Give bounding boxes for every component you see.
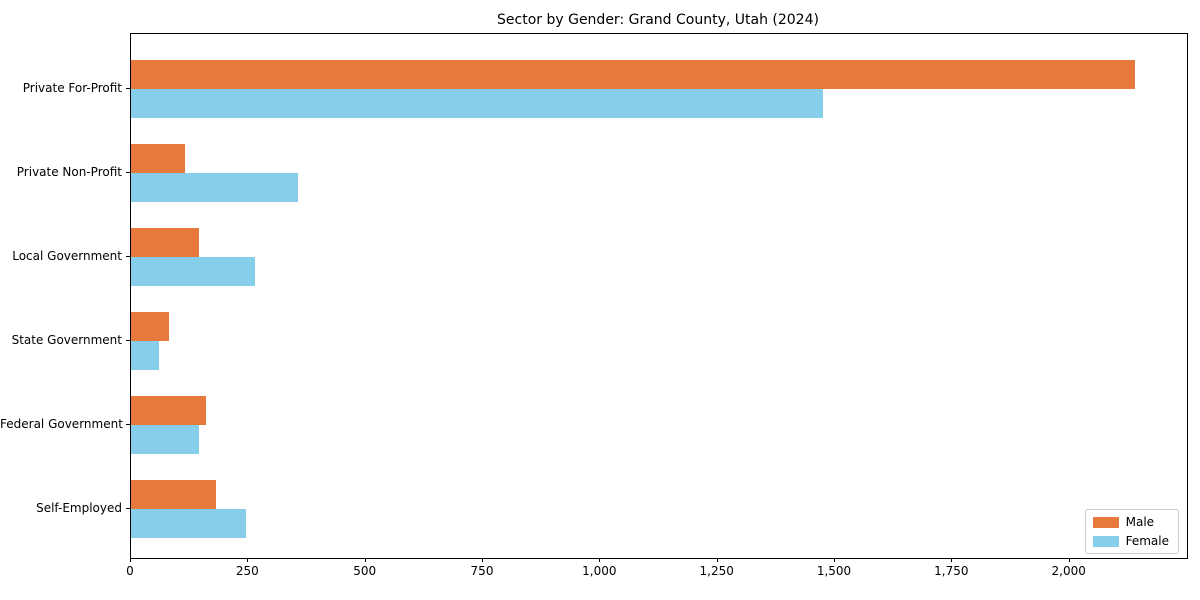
x-axis-tick: [951, 558, 953, 562]
x-tick-label-2-000: 2,000: [1051, 564, 1086, 578]
plot-area: Male Female: [130, 33, 1188, 559]
x-tick-label-250: 250: [235, 564, 259, 578]
x-axis-tick: [247, 558, 249, 562]
bar-female-private-non-profit: [131, 173, 298, 202]
legend-swatch-male: [1092, 516, 1119, 528]
y-axis-tick: [126, 256, 130, 257]
x-tick-label-500: 500: [353, 564, 377, 578]
bar-female-state-government: [131, 341, 160, 370]
legend-label-male: Male: [1125, 515, 1155, 529]
y-axis-tick: [126, 508, 130, 509]
x-tick-label-1-250: 1,250: [699, 564, 734, 578]
bar-female-self-employed: [131, 509, 246, 538]
x-axis-tick: [716, 558, 718, 562]
y-axis-tick: [126, 424, 130, 425]
x-tick-label-1-500: 1,500: [816, 564, 852, 578]
bar-male-state-government: [131, 312, 169, 341]
y-axis-tick: [126, 88, 130, 89]
bar-female-local-government: [131, 257, 256, 286]
y-axis-tick: [126, 172, 130, 173]
x-tick-label-750: 750: [470, 564, 494, 578]
bar-male-self-employed: [131, 480, 216, 509]
bar-female-private-for-profit: [131, 89, 824, 118]
y-tick-label-local-government: Local Government: [12, 249, 122, 263]
legend-entry-male: Male: [1092, 515, 1169, 529]
x-axis-tick: [364, 558, 366, 562]
legend-entry-female: Female: [1092, 534, 1169, 548]
bar-male-federal-government: [131, 396, 207, 425]
x-axis-tick: [834, 558, 835, 562]
legend-swatch-female: [1092, 535, 1119, 547]
bar-male-private-for-profit: [131, 60, 1136, 89]
y-tick-label-state-government: State Government: [11, 333, 122, 347]
bar-female-federal-government: [131, 425, 200, 454]
y-tick-label-federal-government: Federal Government: [0, 417, 123, 431]
x-axis-tick: [599, 558, 601, 562]
x-tick-label-0: 0: [126, 564, 134, 578]
legend: Male Female: [1084, 509, 1179, 554]
bar-male-local-government: [131, 228, 200, 257]
x-axis-tick: [482, 558, 483, 562]
y-tick-label-private-non-profit: Private Non-Profit: [16, 165, 122, 179]
y-tick-label-private-for-profit: Private For-Profit: [22, 81, 122, 95]
x-tick-label-1-000: 1,000: [582, 564, 617, 578]
y-tick-label-self-employed: Self-Employed: [36, 501, 122, 515]
y-axis-tick: [126, 340, 130, 341]
legend-label-female: Female: [1125, 534, 1169, 548]
x-axis-tick: [130, 558, 131, 562]
bar-male-private-non-profit: [131, 144, 185, 173]
chart-title: Sector by Gender: Grand County, Utah (20…: [497, 12, 819, 28]
x-tick-label-1-750: 1,750: [934, 564, 969, 578]
x-axis-tick: [1068, 558, 1070, 562]
